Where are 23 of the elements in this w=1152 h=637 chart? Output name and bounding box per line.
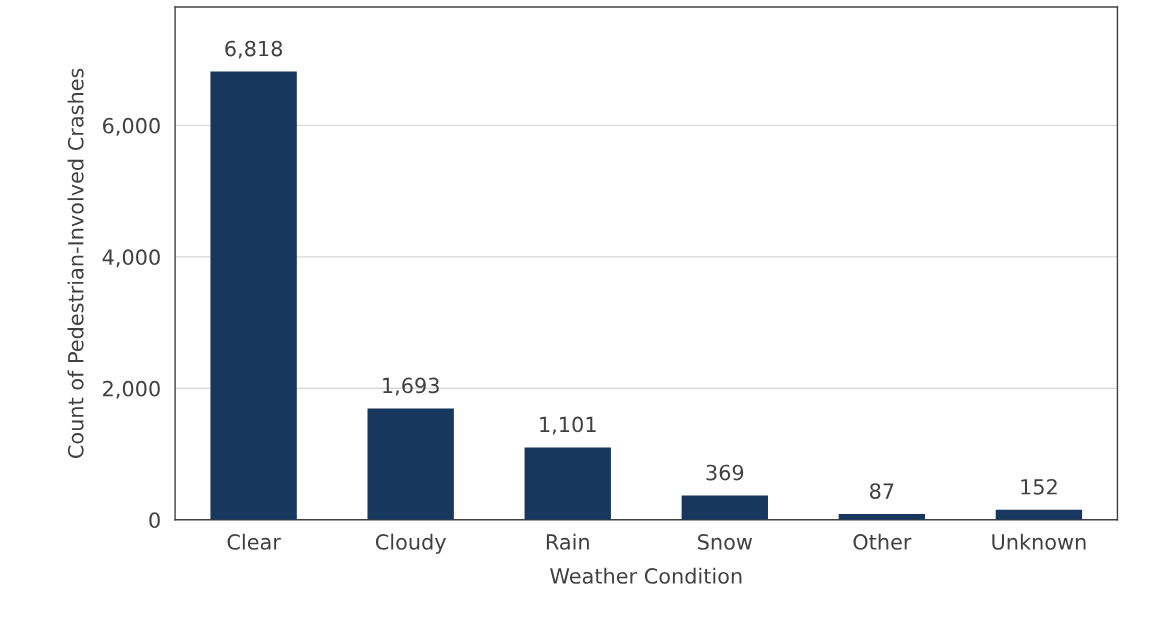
data-label: 87 — [870, 483, 894, 499]
x-tick-label: Snow — [698, 534, 753, 550]
x-tick-label: Cloudy — [375, 533, 446, 554]
bar — [681, 495, 768, 520]
data-label: 369 — [706, 464, 744, 481]
data-label: 6,818 — [225, 40, 283, 59]
y-tick-label: 2,000 — [103, 380, 160, 399]
bar — [995, 509, 1083, 520]
data-label: 1,693 — [383, 377, 439, 396]
x-axis-title: Weather Condition — [550, 567, 742, 584]
x-tick-label: Rain — [546, 533, 589, 550]
y-axis-title: Count of Pedestrian-Involved Crashes — [67, 68, 84, 458]
data-label: 152 — [1021, 478, 1057, 495]
x-tick-label: Clear — [227, 533, 281, 550]
x-tick-label: Other — [853, 533, 912, 550]
data-label: 1,101 — [540, 416, 596, 435]
bar — [210, 71, 297, 520]
x-tick-label: Unknown — [992, 533, 1086, 550]
bar — [367, 408, 454, 520]
bar — [524, 447, 611, 520]
y-tick-label: 6,000 — [103, 117, 160, 136]
y-tick-label: 0 — [149, 512, 160, 528]
y-tick-label: 4,000 — [102, 249, 160, 268]
